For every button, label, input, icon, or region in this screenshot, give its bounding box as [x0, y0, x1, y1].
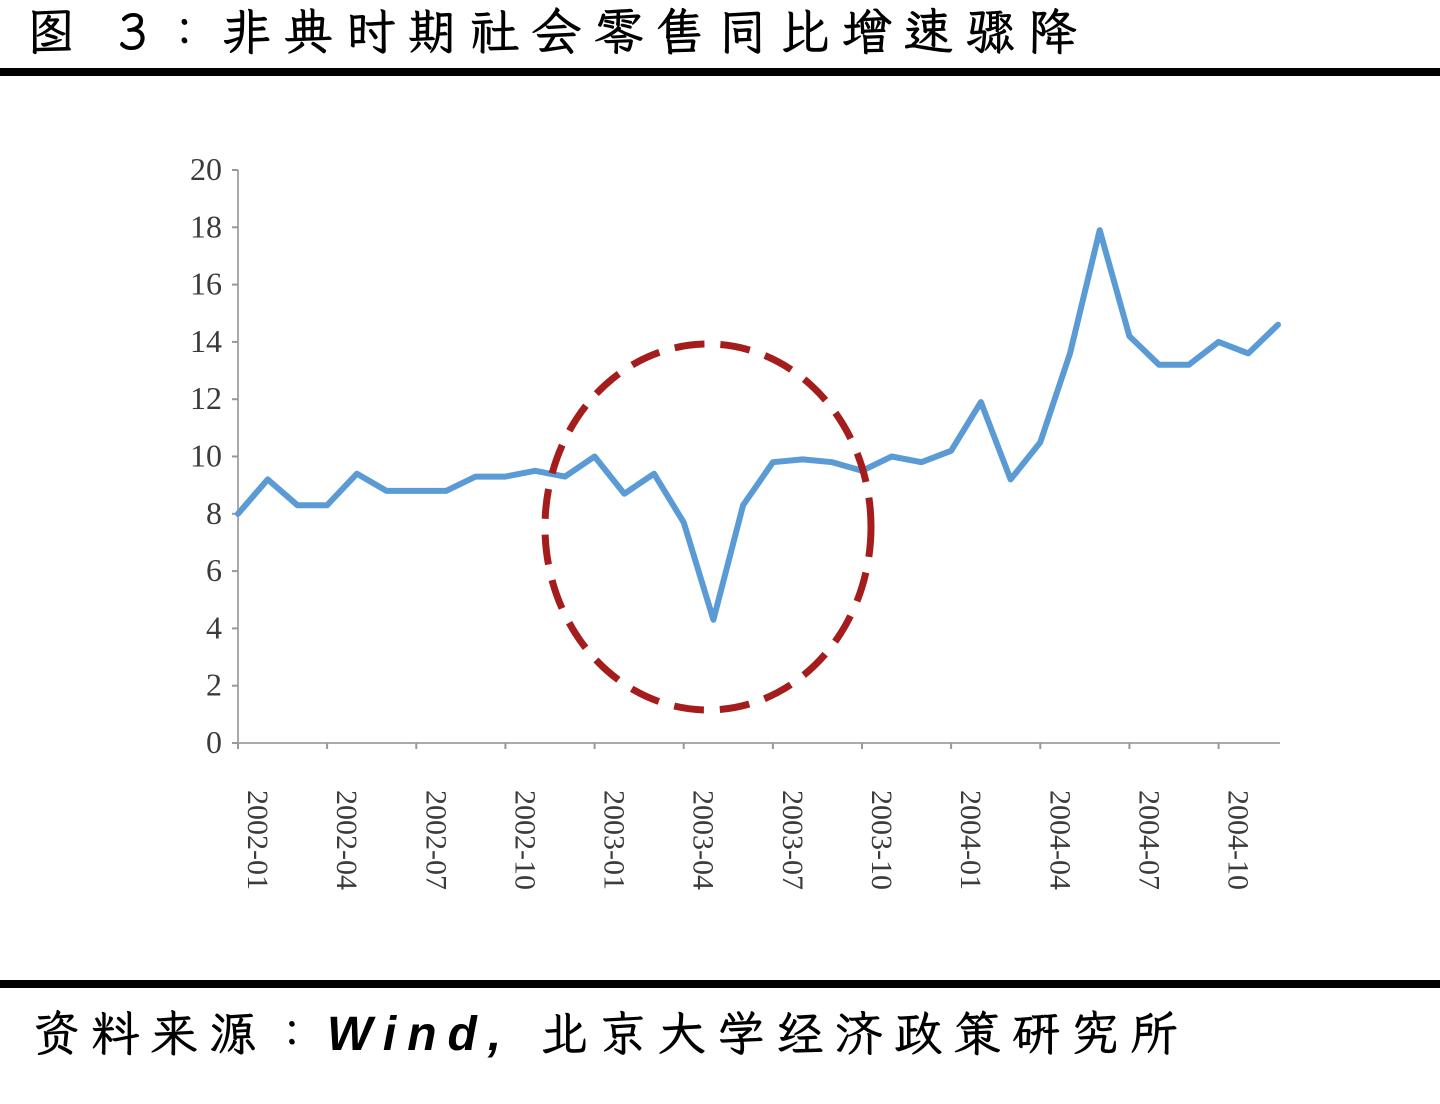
svg-text:2: 2: [206, 667, 222, 703]
svg-text:2003-01: 2003-01: [598, 790, 631, 890]
svg-text:2002-10: 2002-10: [508, 790, 541, 890]
svg-text:2004-10: 2004-10: [1222, 790, 1255, 890]
svg-text:2004-07: 2004-07: [1132, 790, 1165, 890]
svg-text:2004-04: 2004-04: [1043, 790, 1076, 890]
svg-text:2003-07: 2003-07: [776, 790, 809, 890]
svg-text:16: 16: [190, 266, 222, 302]
svg-text:12: 12: [190, 380, 222, 416]
svg-text:2002-07: 2002-07: [419, 790, 452, 890]
svg-text:2002-01: 2002-01: [241, 790, 274, 890]
svg-text:2003-04: 2003-04: [687, 790, 720, 890]
svg-text:20: 20: [190, 151, 222, 187]
svg-text:6: 6: [206, 552, 222, 588]
svg-text:0: 0: [206, 724, 222, 760]
svg-text:10: 10: [190, 438, 222, 474]
svg-text:14: 14: [190, 323, 222, 359]
svg-text:8: 8: [206, 495, 222, 531]
svg-text:18: 18: [190, 208, 222, 244]
svg-text:4: 4: [206, 609, 222, 645]
svg-text:2003-10: 2003-10: [865, 790, 898, 890]
svg-text:2002-04: 2002-04: [330, 790, 363, 890]
svg-text:2004-01: 2004-01: [954, 790, 987, 890]
